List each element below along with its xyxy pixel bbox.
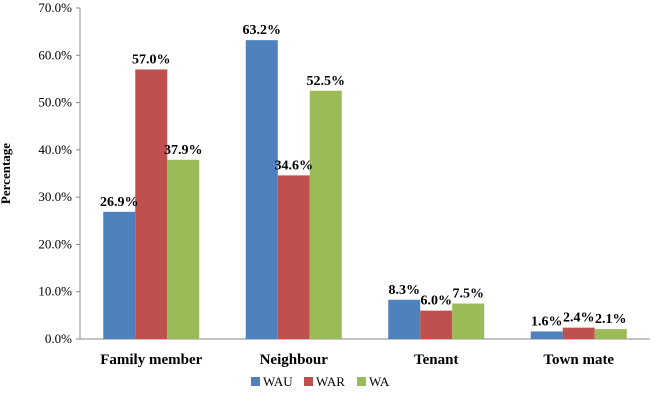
y-tick-label: 0.0% — [45, 331, 72, 346]
bars — [103, 40, 627, 339]
y-axis-ticks: 0.0% 10.0% 20.0% 30.0% 40.0% 50.0% 60.0% 70.0% — [38, 0, 80, 346]
legend-label-wa: WA — [369, 374, 390, 389]
data-label-wa-3: 2.1% — [595, 312, 627, 327]
legend: WAU WAR WA — [251, 374, 390, 389]
bar-wa-2 — [452, 303, 485, 339]
bar-war-3 — [562, 327, 595, 339]
category-label: Tenant — [414, 352, 458, 368]
data-label-wa-1: 52.5% — [307, 74, 346, 89]
y-tick-label: 50.0% — [38, 95, 72, 110]
data-label-wau-0: 26.9% — [100, 195, 139, 210]
legend-label-war: WAR — [316, 374, 345, 389]
y-tick-label: 40.0% — [38, 142, 72, 157]
data-labels: 26.9% 57.0% 37.9% 63.2% 34.6% 52.5% 8.3%6.0% 7.… — [100, 23, 627, 329]
bar-wa-0 — [167, 159, 200, 339]
category-label: Neighbour — [260, 352, 329, 368]
data-label-wau-1: 63.2% — [243, 23, 282, 38]
bar-war-1 — [277, 175, 310, 339]
data-label-war-0: 57.0% — [132, 52, 171, 67]
bar-war-2 — [420, 310, 453, 339]
category-label: Family member — [100, 352, 202, 368]
data-label-wa-0: 37.9% — [164, 143, 203, 158]
bar-wa-1 — [309, 90, 342, 339]
category-label: Town mate — [543, 352, 614, 368]
bar-wau-3 — [530, 331, 563, 339]
y-axis-title: Percentage — [0, 143, 13, 204]
category-labels: Family member Neighbour Tenant Town mate — [100, 352, 614, 368]
bar-wa-3 — [594, 329, 627, 339]
data-label-war-1: 34.6% — [275, 158, 314, 173]
data-label-wau-3: 1.6% — [531, 314, 563, 329]
legend-swatch-wau — [251, 377, 260, 386]
legend-swatch-wa — [357, 377, 366, 386]
bar-wau-2 — [388, 299, 421, 339]
bar-wau-0 — [103, 211, 136, 339]
y-tick-label: 10.0% — [38, 284, 72, 299]
y-tick-label: 70.0% — [38, 0, 72, 15]
y-tick-label: 30.0% — [38, 189, 72, 204]
legend-label-wau: WAU — [263, 374, 293, 389]
data-label-war-3: 2.4% — [563, 311, 595, 326]
data-label-wa-2: 7.5% — [453, 287, 485, 302]
bar-wau-1 — [245, 40, 278, 339]
y-tick-label: 20.0% — [38, 236, 72, 251]
bar-war-0 — [135, 69, 168, 339]
y-tick-label: 60.0% — [38, 47, 72, 62]
data-label-war-2: 6.0% — [421, 294, 453, 309]
data-label-wau-2: 8.3% — [389, 283, 421, 298]
legend-swatch-war — [304, 377, 313, 386]
